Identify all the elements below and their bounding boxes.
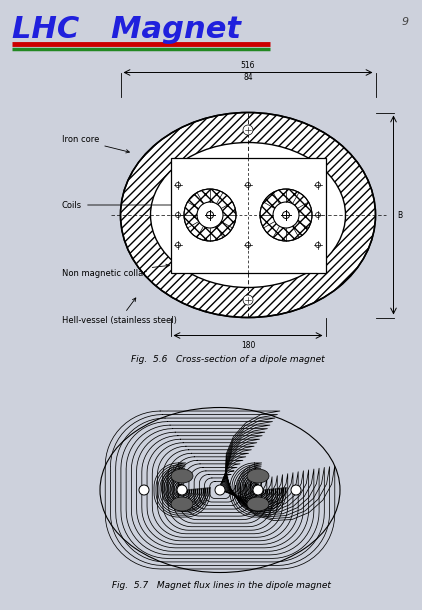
Text: 84: 84 [243, 73, 253, 82]
Text: Fig.  5.6   Cross-section of a dipole magnet: Fig. 5.6 Cross-section of a dipole magne… [131, 355, 325, 364]
Text: 180: 180 [241, 340, 255, 350]
Text: LHC   Magnet: LHC Magnet [12, 15, 241, 45]
Text: Hell-vessel (stainless steel): Hell-vessel (stainless steel) [62, 298, 177, 325]
Ellipse shape [247, 497, 269, 511]
Text: Coils: Coils [62, 201, 187, 209]
Text: Fig.  5.7   Magnet flux lines in the dipole magnet: Fig. 5.7 Magnet flux lines in the dipole… [109, 581, 331, 589]
Circle shape [184, 189, 236, 241]
Ellipse shape [151, 143, 346, 287]
Ellipse shape [121, 112, 376, 317]
Circle shape [243, 125, 253, 135]
Circle shape [177, 485, 187, 495]
Circle shape [260, 189, 312, 241]
Bar [170, 157, 325, 273]
Circle shape [253, 485, 263, 495]
Circle shape [139, 485, 149, 495]
Circle shape [273, 202, 299, 228]
Text: Non magnetic collar: Non magnetic collar [62, 264, 169, 278]
Text: 516: 516 [241, 60, 255, 70]
Ellipse shape [171, 497, 193, 511]
Ellipse shape [171, 469, 193, 483]
Circle shape [197, 202, 223, 228]
Circle shape [291, 485, 301, 495]
Text: 9: 9 [402, 17, 409, 27]
Text: Iron core: Iron core [62, 135, 130, 153]
Ellipse shape [247, 469, 269, 483]
Circle shape [243, 295, 253, 305]
Circle shape [215, 485, 225, 495]
Text: B: B [398, 210, 403, 220]
